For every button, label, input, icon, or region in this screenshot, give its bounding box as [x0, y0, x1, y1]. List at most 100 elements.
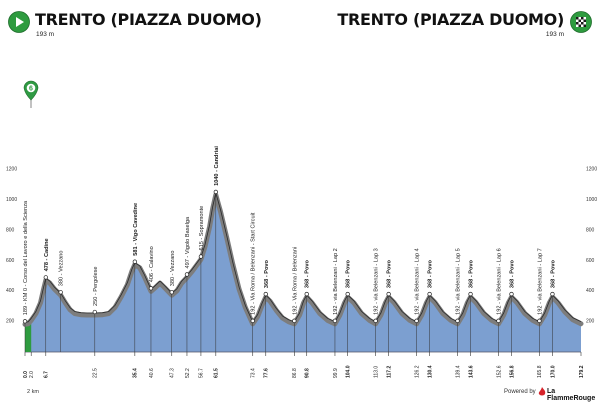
x-tick-label: 165.8: [537, 365, 543, 378]
y-tick-label-left: 600: [6, 258, 15, 264]
stage-badge-number: 6: [29, 86, 33, 93]
y-tick-label-right: 200: [586, 319, 595, 325]
x-tick-label: 143.6: [468, 365, 474, 378]
start-icon: [8, 11, 30, 33]
waypoint-dot: [148, 286, 154, 291]
waypoint-dot: [414, 318, 419, 323]
x-tick-label: 56.7: [199, 368, 205, 378]
waypoint-label: 497 - Vigolo Baselga: [185, 216, 191, 268]
waypoint-label: 380 - Vezzano: [59, 250, 65, 286]
start-altitude: 193 m: [36, 31, 55, 38]
waypoint-dot: [92, 309, 97, 315]
y-tick-label-right: 1200: [586, 167, 597, 173]
waypoint-label: 368 - Povo: [550, 260, 556, 289]
waypoint-label: 368 - Povo: [264, 260, 270, 289]
waypoint-label: 192 - Via Roma / Belenzani: [292, 247, 298, 315]
waypoint-label: 192 - via Belenzani - Lap 4: [415, 248, 421, 315]
x-tick-label: 130.4: [427, 365, 433, 378]
finish-altitude: 193 m: [545, 31, 564, 38]
y-tick-label-right: 600: [586, 258, 595, 264]
waypoint-label: 192 - via Belenzani - Lap 2: [333, 248, 339, 315]
y-tick-label-right: 800: [586, 227, 595, 233]
waypoint-dot: [373, 318, 378, 323]
x-tick-label: 139.4: [455, 365, 461, 378]
x-tick-label: 113.0: [373, 366, 379, 378]
x-tick-label: 22.5: [93, 368, 99, 378]
waypoint-label: 189 - KM 0 - Corso del Lavoro e della Sc…: [23, 200, 29, 315]
x-tick-label: 179.2: [579, 365, 585, 378]
elevation-ridge: [22, 192, 584, 327]
x-tick-label: 86.8: [292, 368, 298, 378]
waypoint-label: 615 - Sopramonte: [199, 206, 205, 251]
distance-scale-label: 2 km: [27, 389, 39, 395]
waypoint-label: 581 - Vigo Cavedine: [133, 203, 139, 256]
x-tick-label: 6.7: [44, 371, 50, 378]
x-tick-label: 117.2: [386, 366, 392, 378]
x-tick-label: 61.5: [214, 368, 220, 378]
x-tick-label: 126.2: [414, 365, 420, 378]
elevation-outline: [24, 192, 582, 323]
start-location-title: TRENTO (PIAZZA DUOMO): [35, 10, 262, 29]
x-tick-label: 104.0: [345, 365, 351, 378]
x-tick-label: 170.0: [550, 365, 556, 378]
waypoint-dot: [345, 291, 350, 297]
y-tick-label-left: 200: [6, 319, 15, 325]
waypoint-dot: [263, 291, 268, 297]
waypoint-dot: [468, 291, 473, 297]
x-tick-label: 99.9: [333, 368, 339, 378]
waypoint-dot: [43, 275, 48, 280]
waypoint-dot: [496, 318, 501, 323]
x-tick-label: 0.0: [23, 371, 29, 378]
waypoint-dot: [537, 318, 542, 323]
waypoint-dot: [198, 254, 204, 259]
waypoint-label: 192 - Via Roma / Belenzani - Start Circu…: [251, 212, 257, 315]
brand-logo-text: La FlammeRouge: [547, 388, 596, 402]
waypoint-label: 380 - Vezzano: [170, 250, 176, 286]
waypoint-label: 192 - via Belenzani - Lap 5: [456, 248, 462, 315]
y-tick-label-left: 1000: [6, 197, 17, 203]
waypoint-dot: [332, 318, 338, 323]
finish-location-title: TRENTO (PIAZZA DUOMO): [337, 10, 564, 29]
waypoint-dot: [427, 291, 432, 297]
waypoint-label: 368 - Povo: [387, 260, 393, 289]
x-tick-label: 73.4: [251, 368, 257, 378]
stage-badge-inner: [26, 83, 36, 93]
x-tick-label: 2.0: [29, 371, 35, 378]
waypoint-label: 368 - Povo: [305, 260, 311, 289]
y-tick-label-right: 1000: [586, 197, 597, 203]
waypoint-dot: [509, 291, 514, 297]
waypoint-dot: [250, 318, 255, 323]
waypoint-dot: [304, 291, 309, 297]
x-tick-label: 35.4: [133, 368, 139, 378]
flame-logo-icon: [538, 387, 546, 396]
waypoint-dot: [22, 319, 28, 324]
waypoint-dot: [58, 290, 63, 295]
x-tick-label: 90.8: [305, 368, 311, 378]
waypoint-dot: [386, 291, 391, 297]
waypoint-dot: [455, 318, 460, 323]
x-tick-label: 77.6: [264, 368, 270, 378]
x-tick-label: 152.6: [496, 365, 502, 378]
waypoint-dot: [550, 291, 555, 297]
waypoint-label: 192 - via Belenzani - Lap 6: [496, 248, 502, 315]
waypoint-label: 478 - Cadine: [44, 238, 50, 271]
x-tick-label: 156.8: [509, 365, 515, 378]
waypoint-label: 368 - Povo: [510, 260, 516, 289]
y-tick-label-left: 800: [6, 227, 15, 233]
waypoint-label: 368 - Povo: [469, 260, 475, 289]
waypoint-dot: [132, 259, 137, 264]
y-tick-label-right: 400: [586, 288, 595, 294]
waypoint-label: 368 - Povo: [346, 260, 352, 289]
y-tick-label-left: 1200: [6, 167, 17, 173]
x-tick-label: 40.6: [149, 368, 155, 378]
waypoint-label: 1040 - Candriai: [214, 146, 220, 186]
x-tick-label: 47.3: [170, 368, 176, 378]
waypoint-dot: [292, 318, 297, 323]
powered-by-text: Powered by: [504, 389, 536, 395]
waypoint-dot: [184, 272, 190, 277]
waypoint-label: 192 - via Belenzani - Lap 7: [537, 248, 543, 315]
checkered-flag-icon: [570, 11, 592, 33]
waypoint-dot: [169, 290, 174, 295]
waypoint-label: 250 - Pergolese: [93, 267, 99, 307]
